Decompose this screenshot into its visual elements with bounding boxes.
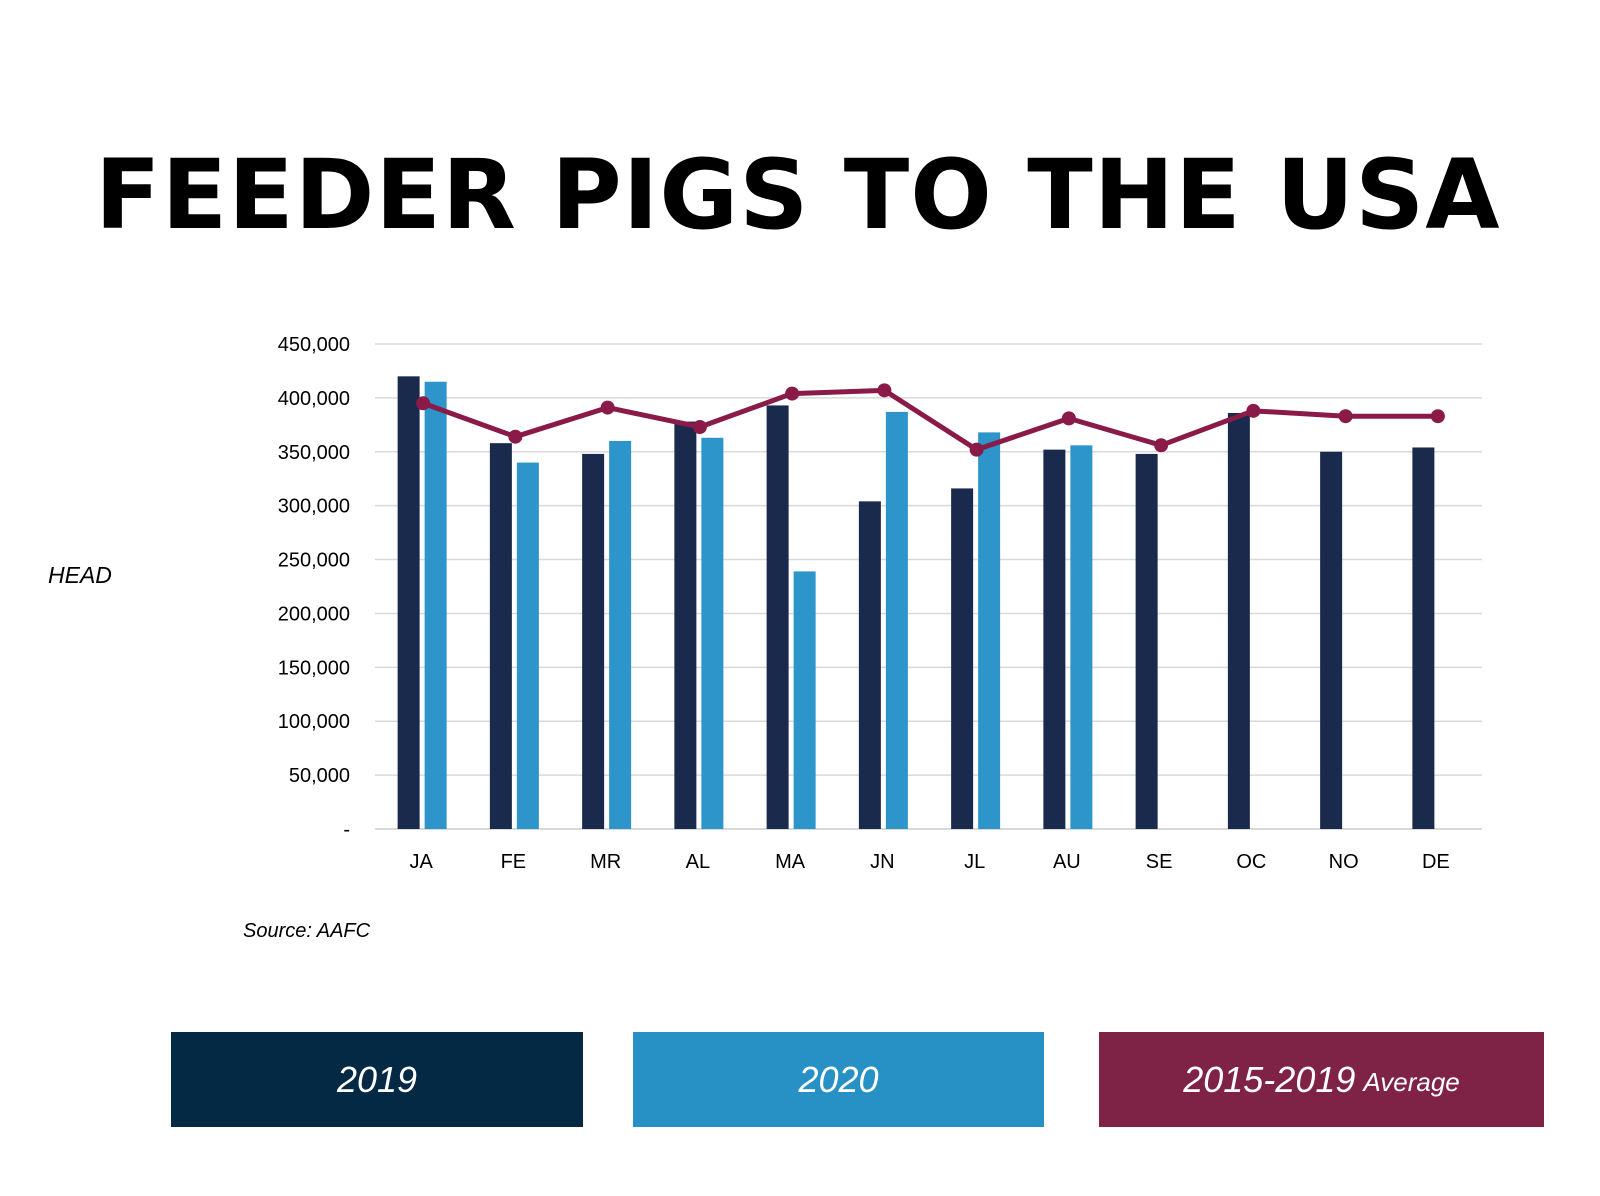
bar-2020 [793,571,816,829]
average-point [1338,409,1353,424]
y-tick-label: - [343,819,350,841]
y-tick-label: 450,000 [278,334,350,356]
bar-2019 [858,501,881,829]
x-tick-label: JA [409,851,433,873]
bar-2020 [516,462,539,829]
y-tick-label: 100,000 [278,711,350,733]
x-tick-label: MA [775,851,806,873]
bar-2019 [951,488,974,829]
bar-2019 [674,421,697,829]
bar-2020 [701,437,724,829]
average-point [1061,411,1076,426]
average-point [600,400,615,415]
bar-2019 [397,376,420,829]
legend-2019: 2019 [171,1032,583,1127]
bar-2020 [885,411,908,829]
y-axis-label: HEAD [48,562,112,588]
y-tick-label: 350,000 [278,442,350,464]
average-point [416,396,431,411]
chart-title: FEEDER PIGS TO THE USA [95,139,1501,251]
y-tick-label: 300,000 [278,496,350,518]
x-tick-label: AL [686,851,710,873]
x-tick-label: MR [590,851,621,873]
average-line [422,387,1438,453]
bar-2020 [1070,445,1093,829]
bar-2019 [1135,453,1158,829]
average-point [877,383,892,398]
average-point [508,429,523,444]
average-point [1246,403,1261,418]
legend-average: 2015-2019 Average [1099,1032,1544,1127]
x-tick-label: FE [501,851,527,873]
x-tick-label: JN [870,851,894,873]
x-tick-label: NO [1329,851,1359,873]
average-point [1430,409,1445,424]
feeder-pigs-chart: - 50,000 100,000 150,000 200,000 250,000 300,0… [278,334,1482,873]
legend-2020-label: 2020 [798,1058,879,1100]
bar-2019 [1227,412,1250,829]
average-point [969,442,984,457]
x-tick-label: SE [1146,851,1173,873]
legend-average-sub: Average [1363,1067,1460,1097]
legend-2020: 2020 [633,1032,1044,1127]
source-note: Source: AAFC [243,920,371,942]
x-tick-label: AU [1053,851,1081,873]
bar-2020 [609,441,632,829]
bar-2020 [424,381,447,829]
y-tick-label: 400,000 [278,388,350,410]
y-tick-label: 150,000 [278,657,350,679]
y-tick-label: 250,000 [278,550,350,572]
average-point [692,419,707,434]
average-point [1154,438,1169,453]
bar-2019 [489,443,512,829]
bar-2019 [582,453,605,829]
x-tick-label: JL [964,851,985,873]
x-tick-label: DE [1422,851,1450,873]
bar-2019 [1320,451,1343,829]
legend-average-label: 2015-2019 [1183,1058,1356,1100]
y-tick-label: 50,000 [289,765,350,787]
average-point [785,386,800,401]
y-tick-label: 200,000 [278,603,350,625]
bar-2019 [1043,449,1066,829]
legend-2019-label: 2019 [336,1058,418,1100]
bar-2019 [766,405,789,829]
x-tick-label: OC [1236,851,1266,873]
bar-2019 [1412,447,1435,829]
bar-2020 [978,432,1001,829]
